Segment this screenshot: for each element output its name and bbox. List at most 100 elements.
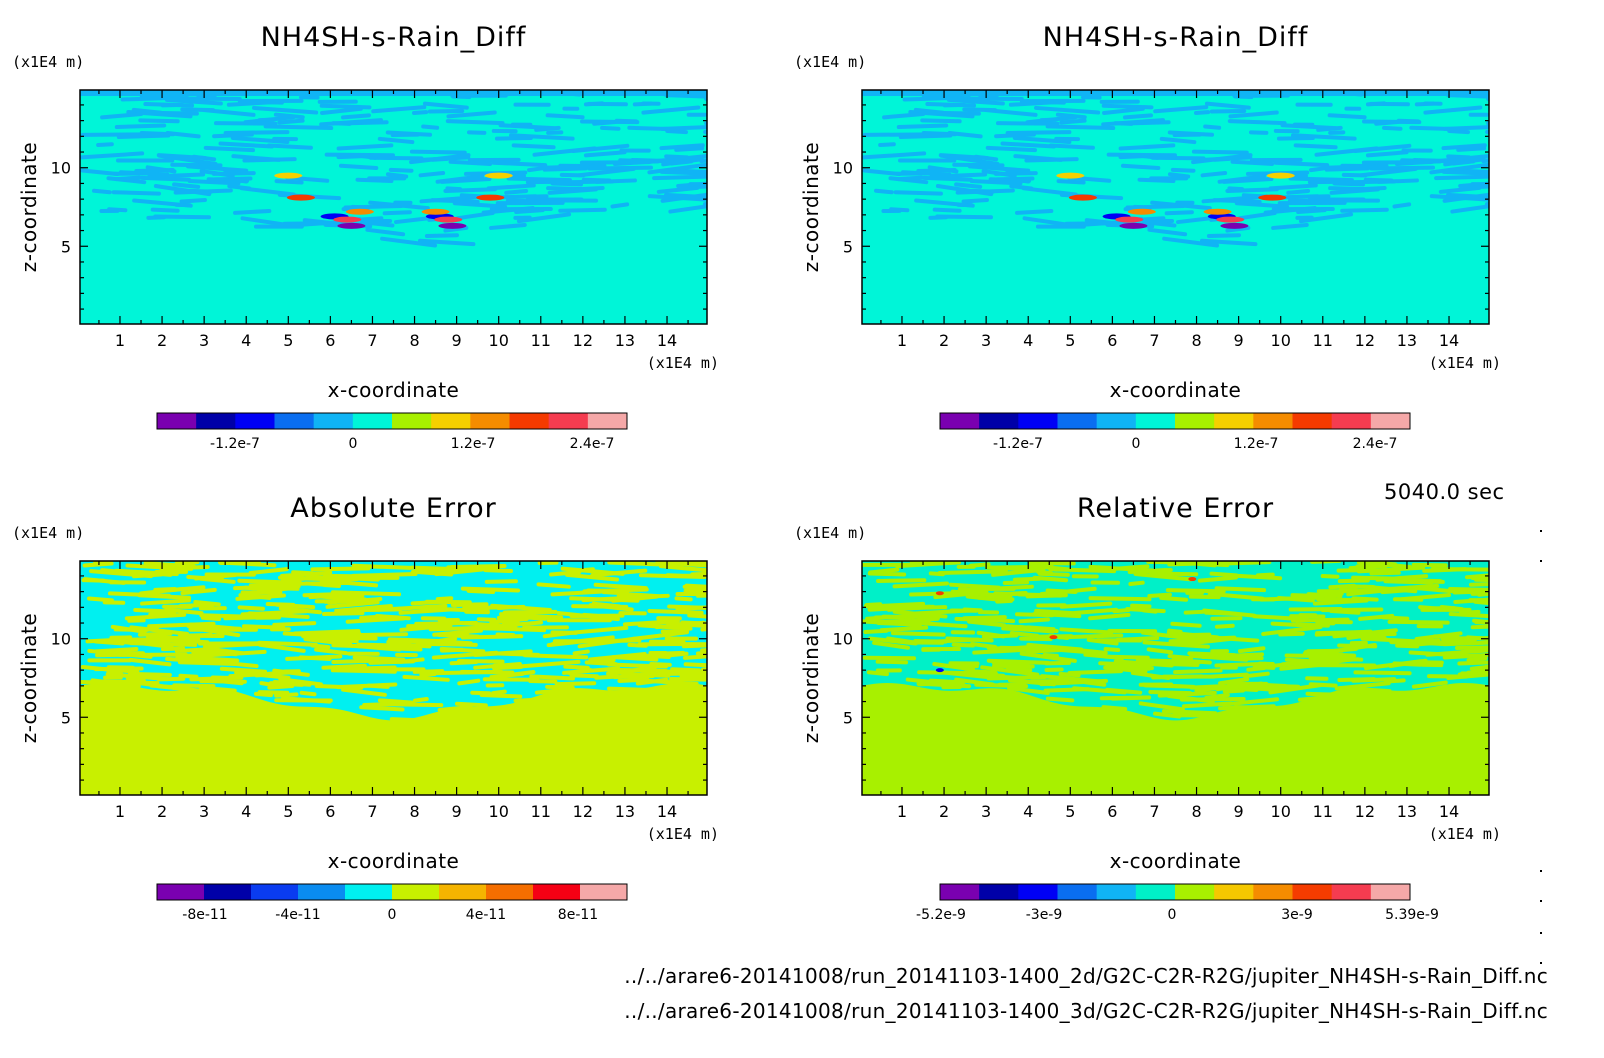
pattern-streak <box>1149 595 1170 596</box>
colorbar-tick-label: -3e-9 <box>1026 907 1063 923</box>
pattern-streak <box>1368 103 1384 104</box>
pattern-streak <box>575 651 588 653</box>
colorbar-swatch <box>431 413 471 429</box>
pattern-streak <box>612 204 627 206</box>
pattern-streak <box>1028 595 1066 596</box>
pattern-streak <box>964 200 987 202</box>
pattern-streak <box>1485 196 1536 198</box>
colorbar-swatch <box>275 413 315 429</box>
pattern-streak <box>180 676 196 677</box>
pattern-streak <box>529 168 547 170</box>
x-tick-label: 12 <box>573 331 593 350</box>
pattern-streak <box>149 642 169 643</box>
pattern-streak <box>514 145 554 147</box>
colorbar-tick-label: -8e-11 <box>182 907 227 923</box>
x-tick-label: 5 <box>1065 331 1075 350</box>
pattern-streak <box>1487 201 1532 204</box>
pattern-streak <box>487 581 516 582</box>
pattern-streak <box>530 681 555 682</box>
pattern-streak <box>586 103 602 104</box>
colorbar-tick-label: 0 <box>1168 907 1177 923</box>
pattern-streak <box>508 200 543 201</box>
pattern-streak <box>1048 126 1114 128</box>
x-tick-label: 6 <box>1107 331 1117 350</box>
pattern-streak <box>1087 220 1111 223</box>
pattern-streak <box>312 568 368 569</box>
pattern-streak <box>1217 626 1233 627</box>
pattern-streak <box>1330 586 1354 588</box>
x-unit-label: (x1E4 m) <box>647 825 719 843</box>
pattern-streak <box>440 639 455 641</box>
x-tick-label: 2 <box>157 331 167 350</box>
colorbar-tick-label: 8e-11 <box>558 907 598 923</box>
colorbar-swatch <box>235 413 275 429</box>
pattern-streak <box>214 173 254 174</box>
pattern-streak <box>190 635 211 636</box>
colorbar-swatch <box>979 413 1019 429</box>
x-tick-label: 9 <box>452 802 462 821</box>
x-axis-label: x-coordinate <box>1110 378 1242 402</box>
pattern-streak <box>995 593 1016 594</box>
colorbar-tick-label: -5.2e-9 <box>916 907 966 923</box>
thermal-feature <box>287 195 315 201</box>
pattern-streak <box>1008 669 1030 670</box>
colorbar-swatch <box>940 884 980 900</box>
pattern-streak <box>322 106 370 108</box>
thermal-feature <box>1128 209 1156 215</box>
pattern-streak <box>996 173 1036 174</box>
pattern-streak <box>276 694 296 695</box>
x-tick-label: 13 <box>615 331 635 350</box>
pattern-streak <box>1059 181 1084 182</box>
thermal-feature <box>1056 173 1084 179</box>
pattern-streak <box>355 657 404 659</box>
pattern-streak <box>1161 598 1186 600</box>
pattern-streak <box>98 144 112 145</box>
thermal-feature <box>346 209 374 215</box>
x-tick-label: 13 <box>1397 802 1417 821</box>
pattern-streak <box>385 212 410 213</box>
pattern-streak <box>1212 574 1237 576</box>
colorbar-swatch <box>251 884 299 900</box>
pattern-streak <box>1436 176 1499 178</box>
pattern-streak <box>613 657 656 659</box>
colorbar-swatch <box>486 884 534 900</box>
pattern-streak <box>1114 610 1128 611</box>
pattern-streak <box>413 602 444 604</box>
pattern-streak <box>174 184 198 186</box>
pattern-streak <box>954 645 973 646</box>
y-tick-label: 10 <box>833 159 853 178</box>
x-axis-label: x-coordinate <box>328 849 460 873</box>
pattern-streak <box>421 173 444 175</box>
pattern-streak <box>240 595 269 598</box>
pattern-streak <box>388 133 430 135</box>
pattern-streak <box>497 634 513 635</box>
x-tick-label: 12 <box>1355 802 1375 821</box>
y-unit-label: (x1E4 m) <box>794 524 866 542</box>
pattern-streak <box>558 182 612 183</box>
pattern-streak <box>1091 598 1150 599</box>
x-unit-label: (x1E4 m) <box>1429 825 1501 843</box>
pattern-streak <box>1248 668 1264 670</box>
pattern-streak <box>333 123 349 124</box>
pattern-streak <box>472 693 489 694</box>
colorbar-tick-label: 0 <box>388 907 397 923</box>
pattern-streak <box>312 646 328 648</box>
colorbar-swatch <box>353 413 393 429</box>
pattern-streak <box>1354 635 1377 636</box>
pattern-streak <box>459 681 478 684</box>
footer-path-3d: ../../arare6-20141008/run_20141103-1400_… <box>624 999 1548 1023</box>
x-tick-label: 12 <box>1355 331 1375 350</box>
pattern-streak <box>438 598 451 599</box>
pattern-streak <box>685 655 721 657</box>
pattern-streak <box>918 170 954 171</box>
pattern-streak <box>557 683 595 684</box>
pattern-streak <box>493 163 545 165</box>
pattern-streak <box>1017 211 1051 213</box>
x-tick-label: 7 <box>1149 802 1159 821</box>
pattern-streak <box>333 592 399 594</box>
x-tick-label: 1 <box>897 331 907 350</box>
pattern-streak <box>604 591 628 592</box>
pattern-streak <box>155 216 209 217</box>
pattern-streak <box>1344 175 1365 176</box>
x-tick-label: 3 <box>199 802 209 821</box>
